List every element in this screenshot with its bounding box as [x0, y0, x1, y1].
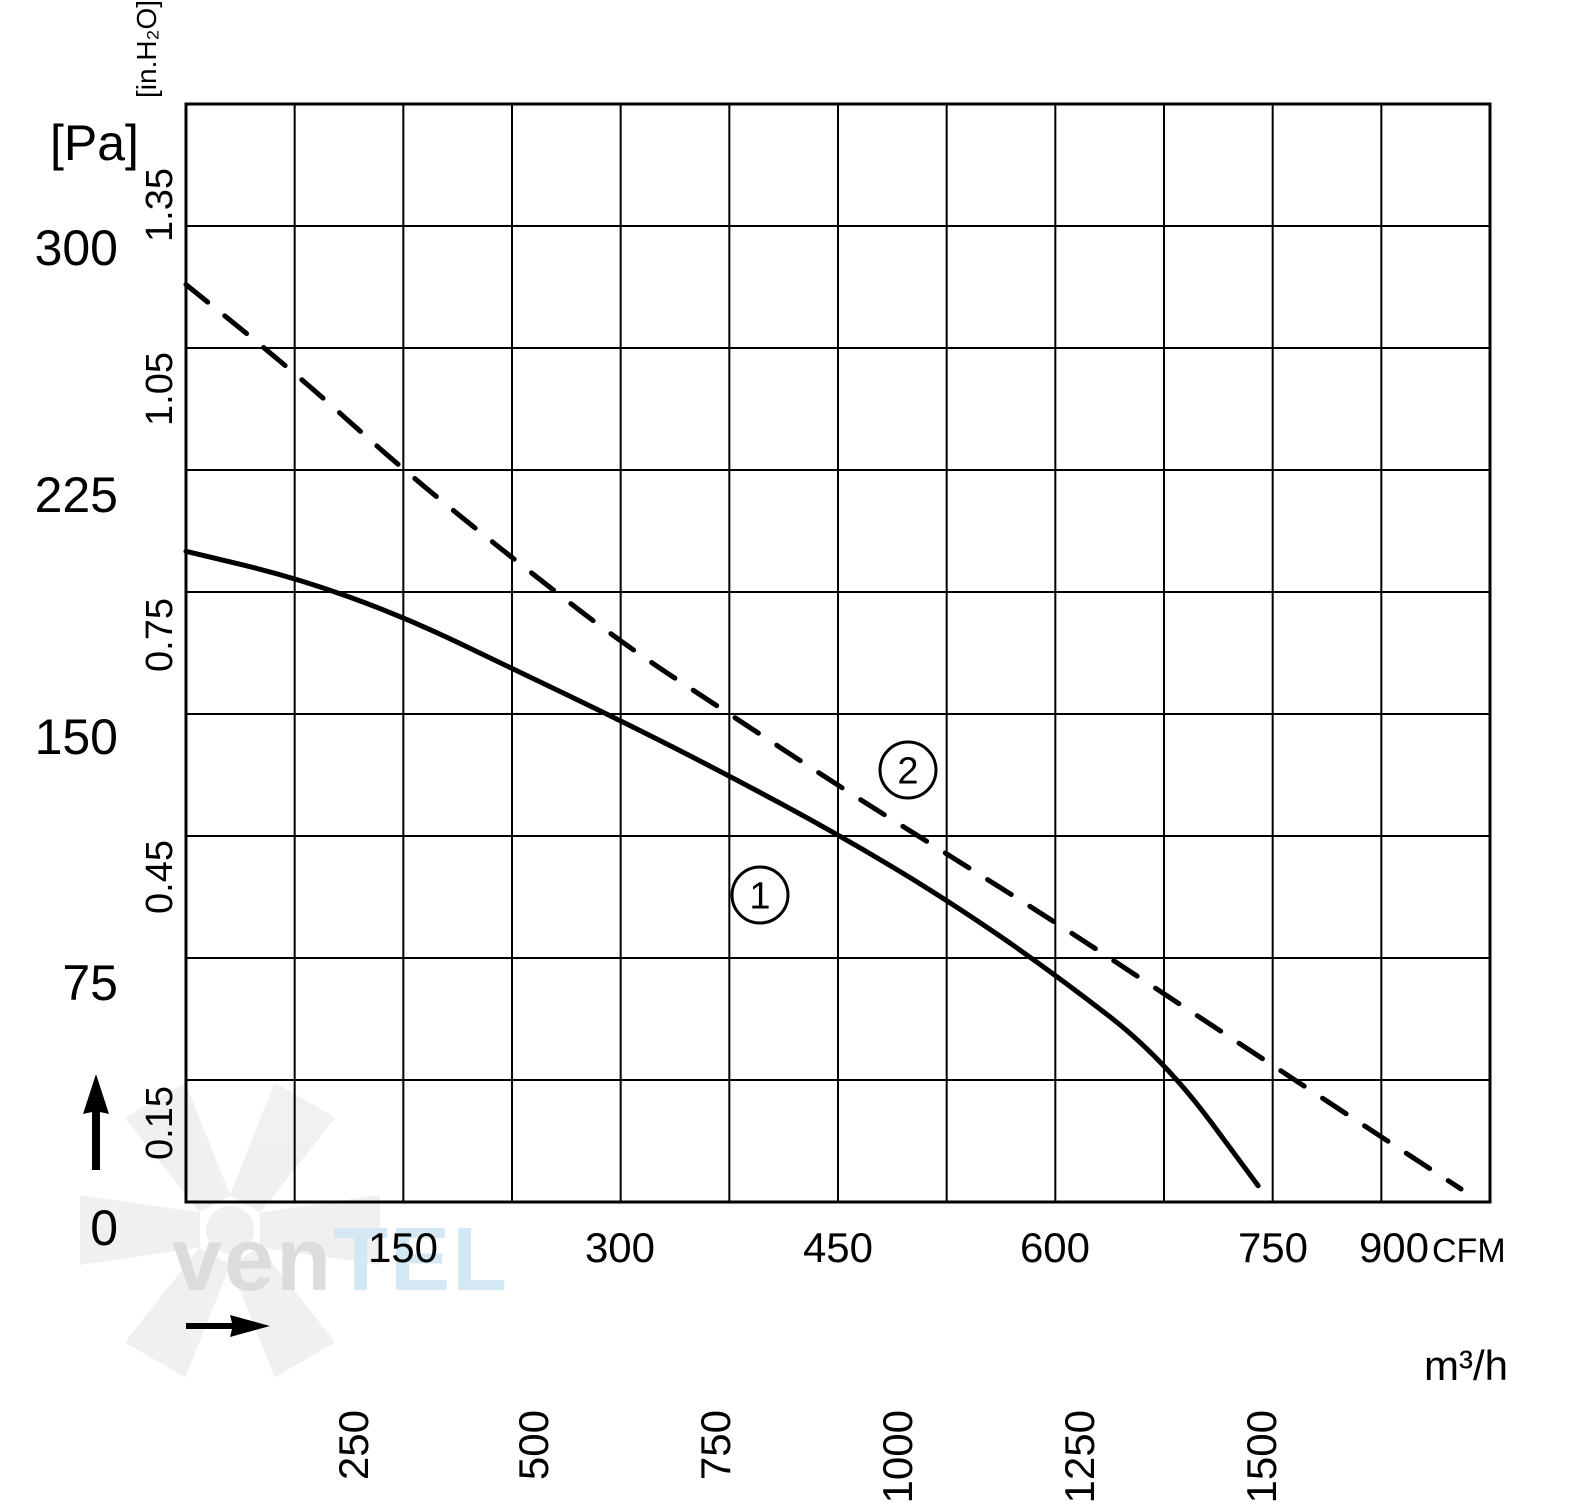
y-axis-inh2o-unit: [in.H₂O]: [131, 0, 162, 98]
y-tick-pa: 300: [35, 220, 118, 276]
y-axis-pa-unit: [Pa]: [50, 115, 139, 171]
x-tick-cfm: 900: [1359, 1224, 1429, 1271]
x-tick-cfm: 750: [1238, 1224, 1308, 1271]
x-tick-m3h: 750: [692, 1410, 739, 1480]
y-tick-inh2o: 0.75: [139, 598, 181, 672]
x-tick-cfm: 300: [585, 1224, 655, 1271]
x-tick-m3h: 250: [330, 1410, 377, 1480]
x-tick-cfm: 450: [803, 1224, 873, 1271]
y-tick-pa: 150: [35, 709, 118, 765]
x-tick-m3h: 1250: [1056, 1410, 1103, 1502]
y-tick-pa: 75: [62, 955, 118, 1011]
x-axis-m3h-unit: m³/h: [1424, 1342, 1508, 1389]
series-badge-label-1: 1: [749, 875, 770, 917]
y-tick-pa: 0: [90, 1200, 118, 1256]
series-badge-label-2: 2: [897, 750, 918, 792]
x-tick-m3h: 1500: [1238, 1410, 1285, 1502]
y-tick-inh2o: 1.35: [139, 168, 181, 242]
x-tick-cfm: 600: [1020, 1224, 1090, 1271]
watermark-text: venTEL: [172, 1210, 509, 1310]
y-tick-inh2o: 0.45: [139, 840, 181, 914]
x-tick-cfm: 150: [368, 1224, 438, 1271]
x-axis-cfm-unit: CFM: [1432, 1232, 1506, 1270]
chart-root: venTEL12[Pa]300225150750[in.H₂O]1.351.05…: [0, 0, 1585, 1502]
x-tick-m3h: 1000: [874, 1410, 921, 1502]
x-tick-m3h: 500: [510, 1410, 557, 1480]
y-tick-inh2o: 0.15: [139, 1086, 181, 1160]
y-tick-inh2o: 1.05: [139, 352, 181, 426]
y-tick-pa: 225: [35, 467, 118, 523]
chart-svg: venTEL12[Pa]300225150750[in.H₂O]1.351.05…: [0, 0, 1585, 1502]
